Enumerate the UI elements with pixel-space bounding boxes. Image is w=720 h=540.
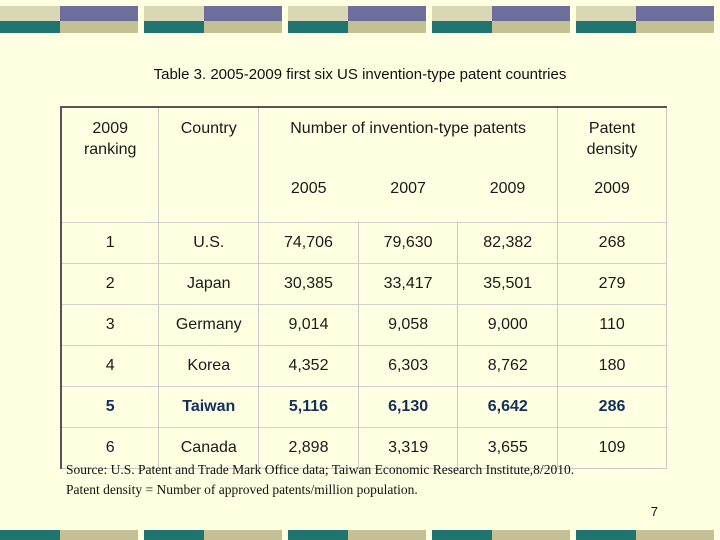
cell-rank: 4 [60, 345, 160, 387]
table-row-highlighted: 5 Taiwan 5,116 6,130 6,642 286 [60, 386, 667, 428]
cell-country: Germany [158, 304, 260, 346]
slide-title: Table 3. 2005-2009 first six US inventio… [153, 66, 567, 83]
source-line: Source: U.S. Patent and Trade Mark Offic… [66, 462, 575, 477]
cell-2007: 3,319 [357, 427, 459, 469]
cell-rank: 6 [60, 427, 160, 469]
cell-2005: 30,385 [258, 263, 359, 305]
top-decorative-band [0, 6, 720, 33]
cell-2009: 6,642 [457, 386, 559, 428]
cell-2005: 9,014 [258, 304, 359, 346]
header-density: Patent density [557, 107, 667, 170]
header-year-2007: 2007 [390, 180, 426, 197]
density-definition: Patent density = Number of approved pate… [66, 482, 418, 497]
cell-density: 180 [557, 345, 667, 387]
cell-country: Japan [158, 263, 260, 305]
source-note: Source: U.S. Patent and Trade Mark Offic… [66, 460, 706, 500]
header-country: Country [158, 107, 260, 223]
table-row: 6 Canada 2,898 3,319 3,655 109 [60, 427, 667, 469]
cell-country: U.S. [158, 222, 260, 264]
cell-country: Korea [158, 345, 260, 387]
patent-table: 2009 ranking Country Number of invention… [60, 106, 667, 469]
header-year-2009: 2009 [457, 170, 559, 223]
page-number: 7 [650, 504, 658, 519]
table-header-row: 2009 ranking Country Number of invention… [60, 107, 667, 223]
cell-density: 286 [557, 386, 667, 428]
cell-rank: 2 [60, 263, 160, 305]
cell-2007: 33,417 [357, 263, 459, 305]
table-row: 3 Germany 9,014 9,058 9,000 110 [60, 304, 667, 346]
bottom-decorative-band [0, 530, 720, 540]
cell-density: 268 [557, 222, 667, 264]
cell-2005: 4,352 [258, 345, 359, 387]
header-ranking: 2009 ranking [60, 107, 160, 223]
cell-2007: 6,303 [357, 345, 459, 387]
cell-2005: 5,116 [258, 386, 359, 428]
cell-2009: 35,501 [457, 263, 559, 305]
cell-rank: 3 [60, 304, 160, 346]
cell-rank: 1 [60, 222, 160, 264]
cell-2005: 74,706 [258, 222, 359, 264]
cell-rank: 5 [60, 386, 160, 428]
cell-2007: 9,058 [357, 304, 459, 346]
header-density-year: 2009 [557, 170, 667, 223]
cell-2007: 6,130 [357, 386, 459, 428]
table-subheader-row: 2005 2007 2009 2009 [61, 170, 667, 223]
cell-2005: 2,898 [258, 427, 359, 469]
cell-density: 110 [557, 304, 667, 346]
cell-country: Canada [158, 427, 260, 469]
cell-2009: 8,762 [457, 345, 559, 387]
cell-2009: 82,382 [457, 222, 559, 264]
table-row: 1 U.S. 74,706 79,630 82,382 268 [60, 222, 667, 264]
cell-country: Taiwan [158, 386, 260, 428]
header-patents: Number of invention-type patents [258, 107, 559, 170]
table-row: 2 Japan 30,385 33,417 35,501 279 [60, 263, 667, 305]
table-row: 4 Korea 4,352 6,303 8,762 180 [60, 345, 667, 387]
cell-density: 279 [557, 263, 667, 305]
header-year-2005: 2005 [258, 170, 359, 223]
cell-2009: 9,000 [457, 304, 559, 346]
cell-2007: 79,630 [357, 222, 459, 264]
cell-density: 109 [557, 427, 667, 469]
